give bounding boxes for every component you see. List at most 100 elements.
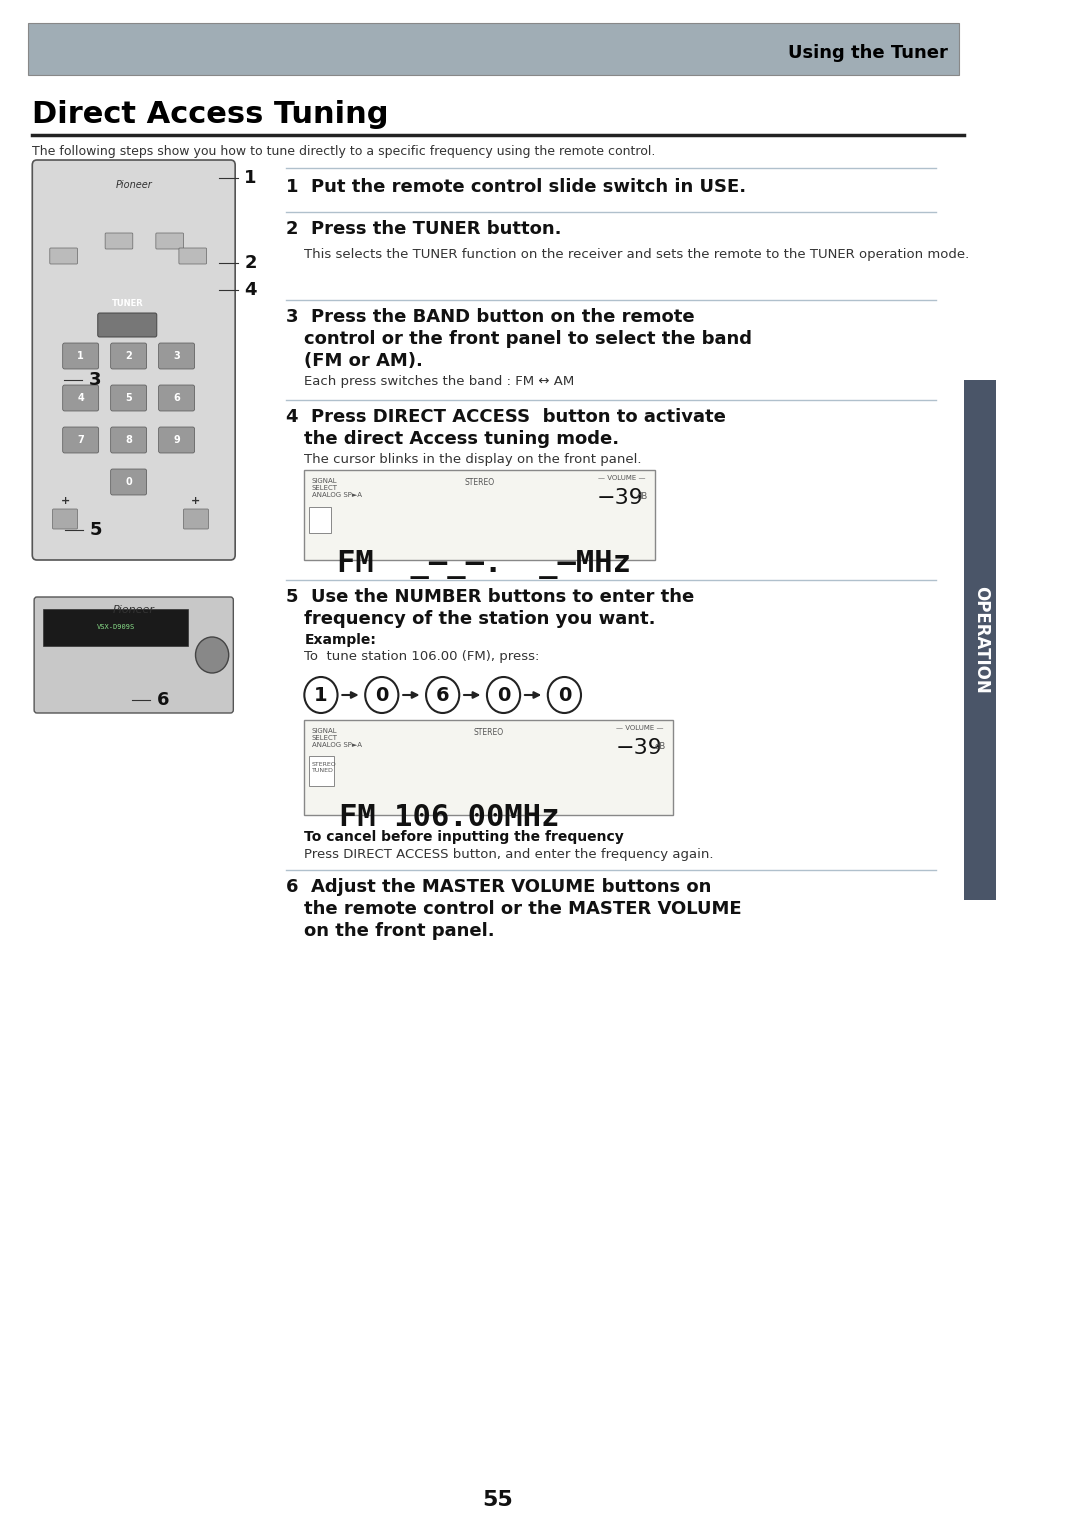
Circle shape xyxy=(365,678,399,713)
Text: Each press switches the band : FM ↔ AM: Each press switches the band : FM ↔ AM xyxy=(305,375,575,388)
Text: 3: 3 xyxy=(173,351,180,362)
FancyBboxPatch shape xyxy=(110,427,147,453)
Text: (FM or AM).: (FM or AM). xyxy=(305,353,423,369)
Text: dB: dB xyxy=(636,491,647,501)
Text: The following steps show you how to tune directly to a specific frequency using : The following steps show you how to tune… xyxy=(32,145,656,159)
Text: STEREO: STEREO xyxy=(464,478,495,487)
FancyBboxPatch shape xyxy=(28,23,959,75)
FancyBboxPatch shape xyxy=(159,385,194,410)
Text: 6: 6 xyxy=(157,691,170,710)
FancyBboxPatch shape xyxy=(110,468,147,494)
Text: Direct Access Tuning: Direct Access Tuning xyxy=(32,101,389,130)
FancyBboxPatch shape xyxy=(305,470,654,560)
Text: 3  Press the BAND button on the remote: 3 Press the BAND button on the remote xyxy=(286,308,694,327)
Text: FM  _—_—.  _—MHz: FM _—_—. _—MHz xyxy=(337,549,631,578)
FancyBboxPatch shape xyxy=(110,343,147,369)
Text: frequency of the station you want.: frequency of the station you want. xyxy=(305,610,656,629)
Text: Using the Tuner: Using the Tuner xyxy=(788,44,948,63)
Text: control or the front panel to select the band: control or the front panel to select the… xyxy=(305,330,753,348)
Circle shape xyxy=(548,678,581,713)
Text: 5: 5 xyxy=(90,520,102,539)
Text: 4  Press DIRECT ACCESS  button to activate: 4 Press DIRECT ACCESS button to activate xyxy=(286,407,726,426)
Text: −39: −39 xyxy=(597,488,644,508)
Text: 7: 7 xyxy=(78,435,84,446)
Text: To cancel before inputting the frequency: To cancel before inputting the frequency xyxy=(305,830,624,844)
Text: Example:: Example: xyxy=(305,633,376,647)
Text: OPERATION: OPERATION xyxy=(972,586,990,694)
Text: 1: 1 xyxy=(244,169,257,188)
Text: The cursor blinks in the display on the front panel.: The cursor blinks in the display on the … xyxy=(305,453,642,465)
FancyBboxPatch shape xyxy=(63,385,98,410)
FancyBboxPatch shape xyxy=(309,507,332,533)
Text: 1: 1 xyxy=(78,351,84,362)
Text: 5  Use the NUMBER buttons to enter the: 5 Use the NUMBER buttons to enter the xyxy=(286,588,694,606)
Text: TUNED: TUNED xyxy=(312,768,334,774)
Text: 6: 6 xyxy=(436,685,449,705)
Text: 6  Adjust the MASTER VOLUME buttons on: 6 Adjust the MASTER VOLUME buttons on xyxy=(286,877,712,896)
FancyBboxPatch shape xyxy=(98,313,157,337)
Text: To  tune station 106.00 (FM), press:: To tune station 106.00 (FM), press: xyxy=(305,650,540,662)
Text: 0: 0 xyxy=(497,685,510,705)
Text: 0: 0 xyxy=(375,685,389,705)
Text: 1  Put the remote control slide switch in USE.: 1 Put the remote control slide switch in… xyxy=(286,179,746,195)
FancyBboxPatch shape xyxy=(50,249,78,264)
Circle shape xyxy=(195,636,229,673)
Text: ANALOG SP►A: ANALOG SP►A xyxy=(312,491,362,497)
FancyBboxPatch shape xyxy=(159,343,194,369)
FancyBboxPatch shape xyxy=(110,385,147,410)
FancyBboxPatch shape xyxy=(53,510,78,530)
Text: +: + xyxy=(191,496,201,507)
FancyBboxPatch shape xyxy=(963,380,999,900)
Text: the remote control or the MASTER VOLUME: the remote control or the MASTER VOLUME xyxy=(305,900,742,919)
Text: — VOLUME —: — VOLUME — xyxy=(617,725,664,731)
Text: 2: 2 xyxy=(244,253,257,272)
Text: Press DIRECT ACCESS button, and enter the frequency again.: Press DIRECT ACCESS button, and enter th… xyxy=(305,848,714,861)
FancyBboxPatch shape xyxy=(184,510,208,530)
Text: 8: 8 xyxy=(125,435,132,446)
Text: TUNER: TUNER xyxy=(111,299,144,308)
FancyBboxPatch shape xyxy=(179,249,206,264)
Text: 0: 0 xyxy=(125,478,132,487)
Circle shape xyxy=(487,678,521,713)
Text: SELECT: SELECT xyxy=(312,485,338,491)
FancyBboxPatch shape xyxy=(32,160,235,560)
Text: 2  Press the TUNER button.: 2 Press the TUNER button. xyxy=(286,220,562,238)
Text: SIGNAL: SIGNAL xyxy=(312,478,337,484)
FancyBboxPatch shape xyxy=(309,755,334,786)
Text: VSX-D909S: VSX-D909S xyxy=(96,624,135,630)
Text: dB: dB xyxy=(654,742,666,751)
Text: SELECT: SELECT xyxy=(312,736,338,742)
FancyBboxPatch shape xyxy=(63,427,98,453)
Text: 0: 0 xyxy=(557,685,571,705)
Text: 4: 4 xyxy=(244,281,257,299)
FancyBboxPatch shape xyxy=(43,609,188,645)
Text: 4: 4 xyxy=(78,394,84,403)
Text: — VOLUME —: — VOLUME — xyxy=(598,475,646,481)
Text: 6: 6 xyxy=(173,394,180,403)
Text: This selects the TUNER function on the receiver and sets the remote to the TUNER: This selects the TUNER function on the r… xyxy=(305,249,970,261)
FancyBboxPatch shape xyxy=(105,233,133,249)
Text: on the front panel.: on the front panel. xyxy=(305,922,495,940)
Text: FM 106.00MHz: FM 106.00MHz xyxy=(339,803,559,832)
Text: 3: 3 xyxy=(89,371,102,389)
FancyBboxPatch shape xyxy=(156,233,184,249)
Text: the direct Access tuning mode.: the direct Access tuning mode. xyxy=(305,430,620,449)
Text: STEREO: STEREO xyxy=(312,761,337,768)
Text: SIGNAL: SIGNAL xyxy=(312,728,337,734)
Text: STEREO: STEREO xyxy=(474,728,504,737)
Text: +: + xyxy=(60,496,69,507)
Text: 5: 5 xyxy=(125,394,132,403)
Text: Pioneer: Pioneer xyxy=(112,604,154,615)
Circle shape xyxy=(427,678,459,713)
Text: ANALOG SP►A: ANALOG SP►A xyxy=(312,742,362,748)
FancyBboxPatch shape xyxy=(35,597,233,713)
FancyBboxPatch shape xyxy=(159,427,194,453)
Text: Pioneer: Pioneer xyxy=(116,180,152,191)
Circle shape xyxy=(305,678,338,713)
Text: 2: 2 xyxy=(125,351,132,362)
Text: 55: 55 xyxy=(483,1489,513,1511)
Text: −39: −39 xyxy=(616,739,662,758)
Text: 9: 9 xyxy=(173,435,180,446)
FancyBboxPatch shape xyxy=(63,343,98,369)
FancyBboxPatch shape xyxy=(305,720,673,815)
